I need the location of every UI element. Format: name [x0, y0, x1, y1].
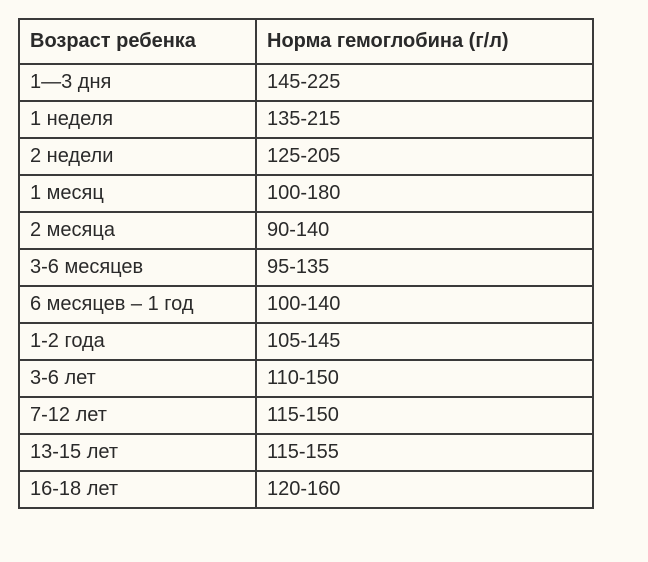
cell-value: 115-155 [256, 434, 593, 471]
table-row: 13-15 лет 115-155 [19, 434, 593, 471]
cell-age: 1 неделя [19, 101, 256, 138]
cell-age: 1—3 дня [19, 64, 256, 101]
cell-value: 100-140 [256, 286, 593, 323]
column-header-value: Норма гемоглобина (г/л) [256, 19, 593, 64]
cell-age: 7-12 лет [19, 397, 256, 434]
cell-value: 110-150 [256, 360, 593, 397]
table-row: 1-2 года 105-145 [19, 323, 593, 360]
table-row: 1—3 дня 145-225 [19, 64, 593, 101]
table-header-row: Возраст ребенка Норма гемоглобина (г/л) [19, 19, 593, 64]
column-header-age: Возраст ребенка [19, 19, 256, 64]
table-row: 3-6 месяцев 95-135 [19, 249, 593, 286]
cell-value: 135-215 [256, 101, 593, 138]
cell-age: 2 месяца [19, 212, 256, 249]
cell-value: 95-135 [256, 249, 593, 286]
table-row: 7-12 лет 115-150 [19, 397, 593, 434]
cell-age: 3-6 месяцев [19, 249, 256, 286]
cell-age: 1-2 года [19, 323, 256, 360]
table-row: 1 неделя 135-215 [19, 101, 593, 138]
cell-age: 2 недели [19, 138, 256, 175]
cell-value: 145-225 [256, 64, 593, 101]
table-row: 16-18 лет 120-160 [19, 471, 593, 508]
table-row: 2 недели 125-205 [19, 138, 593, 175]
cell-value: 115-150 [256, 397, 593, 434]
cell-age: 6 месяцев – 1 год [19, 286, 256, 323]
table-row: 1 месяц 100-180 [19, 175, 593, 212]
table-row: 3-6 лет 110-150 [19, 360, 593, 397]
cell-value: 105-145 [256, 323, 593, 360]
table-row: 6 месяцев – 1 год 100-140 [19, 286, 593, 323]
cell-age: 3-6 лет [19, 360, 256, 397]
cell-value: 90-140 [256, 212, 593, 249]
cell-value: 100-180 [256, 175, 593, 212]
cell-age: 16-18 лет [19, 471, 256, 508]
cell-age: 13-15 лет [19, 434, 256, 471]
cell-value: 120-160 [256, 471, 593, 508]
cell-age: 1 месяц [19, 175, 256, 212]
table-row: 2 месяца 90-140 [19, 212, 593, 249]
hemoglobin-table: Возраст ребенка Норма гемоглобина (г/л) … [18, 18, 594, 509]
cell-value: 125-205 [256, 138, 593, 175]
